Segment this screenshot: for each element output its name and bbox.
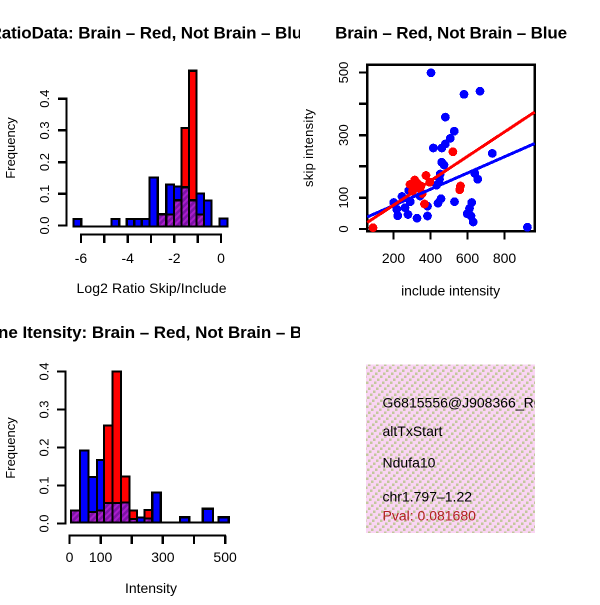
svg-text:0.1: 0.1: [37, 185, 52, 203]
svg-text:-6: -6: [75, 250, 88, 266]
svg-text:-2: -2: [168, 250, 181, 266]
svg-text:0: 0: [66, 549, 74, 565]
svg-text:600: 600: [456, 250, 480, 266]
svg-text:300: 300: [151, 549, 175, 565]
svg-text:Pval: 0.081680: Pval: 0.081680: [383, 508, 477, 524]
svg-text:100: 100: [89, 549, 113, 565]
svg-text:0.2: 0.2: [37, 438, 52, 456]
svg-text:Frequency: Frequency: [3, 417, 18, 479]
svg-text:0: 0: [217, 250, 225, 266]
svg-text:0.1: 0.1: [37, 476, 52, 494]
svg-text:-4: -4: [121, 250, 134, 266]
svg-text:500: 500: [336, 62, 351, 84]
svg-text:0.4: 0.4: [37, 90, 52, 108]
svg-text:0.3: 0.3: [37, 121, 52, 139]
svg-text:Gene Itensity: Brain – Red, No: Gene Itensity: Brain – Red, Not Brain – …: [0, 323, 327, 342]
svg-text:0: 0: [336, 225, 351, 232]
svg-text:0.2: 0.2: [37, 153, 52, 171]
svg-text:800: 800: [493, 250, 517, 266]
svg-text:500: 500: [213, 549, 237, 565]
svg-text:0.3: 0.3: [37, 400, 52, 418]
svg-text:0.0: 0.0: [37, 216, 52, 234]
svg-text:Frequency: Frequency: [3, 117, 18, 179]
svg-text:0.0: 0.0: [37, 514, 52, 532]
svg-text:Brain – Red, Not Brain – Blue: Brain – Red, Not Brain – Blue: [335, 23, 567, 42]
svg-text:0.4: 0.4: [37, 362, 52, 380]
svg-text:RatioData: Brain – Red, Not Br: RatioData: Brain – Red, Not Brain – Blue: [0, 23, 311, 42]
svg-text:300: 300: [336, 124, 351, 146]
svg-text:Log2 Ratio Skip/Include: Log2 Ratio Skip/Include: [77, 280, 227, 296]
svg-text:100: 100: [336, 187, 351, 209]
svg-text:chr1.797–1.22: chr1.797–1.22: [383, 489, 473, 505]
svg-text:400: 400: [419, 250, 443, 266]
svg-text:Ndufa10: Ndufa10: [383, 455, 436, 471]
svg-text:skip intensity: skip intensity: [301, 109, 316, 188]
svg-text:200: 200: [382, 250, 406, 266]
svg-text:Intensity: Intensity: [125, 580, 177, 596]
svg-text:include intensity: include intensity: [401, 283, 500, 299]
svg-text:G6815556@J908366_RC1: G6815556@J908366_RC1: [383, 395, 552, 411]
svg-text:altTxStart: altTxStart: [383, 423, 443, 439]
